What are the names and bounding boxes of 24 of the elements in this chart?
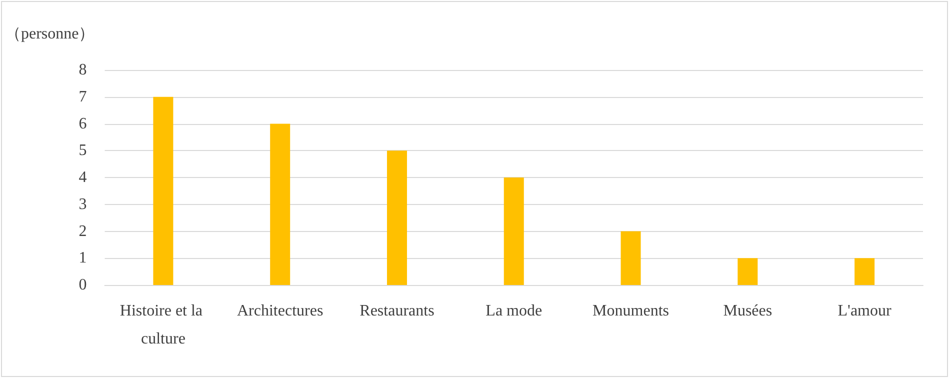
y-tick-label: 5	[78, 142, 87, 160]
x-tick-label: Monuments	[592, 302, 669, 320]
y-tick-label: 7	[78, 88, 87, 106]
bar	[738, 258, 758, 285]
bar	[153, 96, 174, 285]
x-tick-label: Histoire et la culture	[120, 302, 207, 348]
y-tick-label: 8	[78, 62, 87, 78]
x-tick-label: L'amour	[838, 302, 892, 320]
x-tick-label: Restaurants	[360, 302, 434, 320]
y-axis-title: （personne）	[4, 26, 95, 42]
y-tick-label: 2	[78, 222, 87, 240]
y-tick-label: 0	[78, 276, 87, 294]
bar	[270, 124, 290, 285]
bar	[620, 231, 641, 285]
y-tick-label: 4	[78, 169, 87, 186]
x-tick-label: La mode	[486, 302, 542, 320]
x-tick-label: Architectures	[237, 302, 324, 320]
y-tick-label: 1	[78, 250, 87, 267]
bar	[386, 150, 407, 285]
bar	[504, 178, 524, 285]
bar	[854, 258, 875, 285]
y-tick-label: 3	[78, 196, 87, 213]
y-tick-label: 6	[78, 115, 87, 132]
x-tick-label: Musées	[723, 302, 772, 320]
